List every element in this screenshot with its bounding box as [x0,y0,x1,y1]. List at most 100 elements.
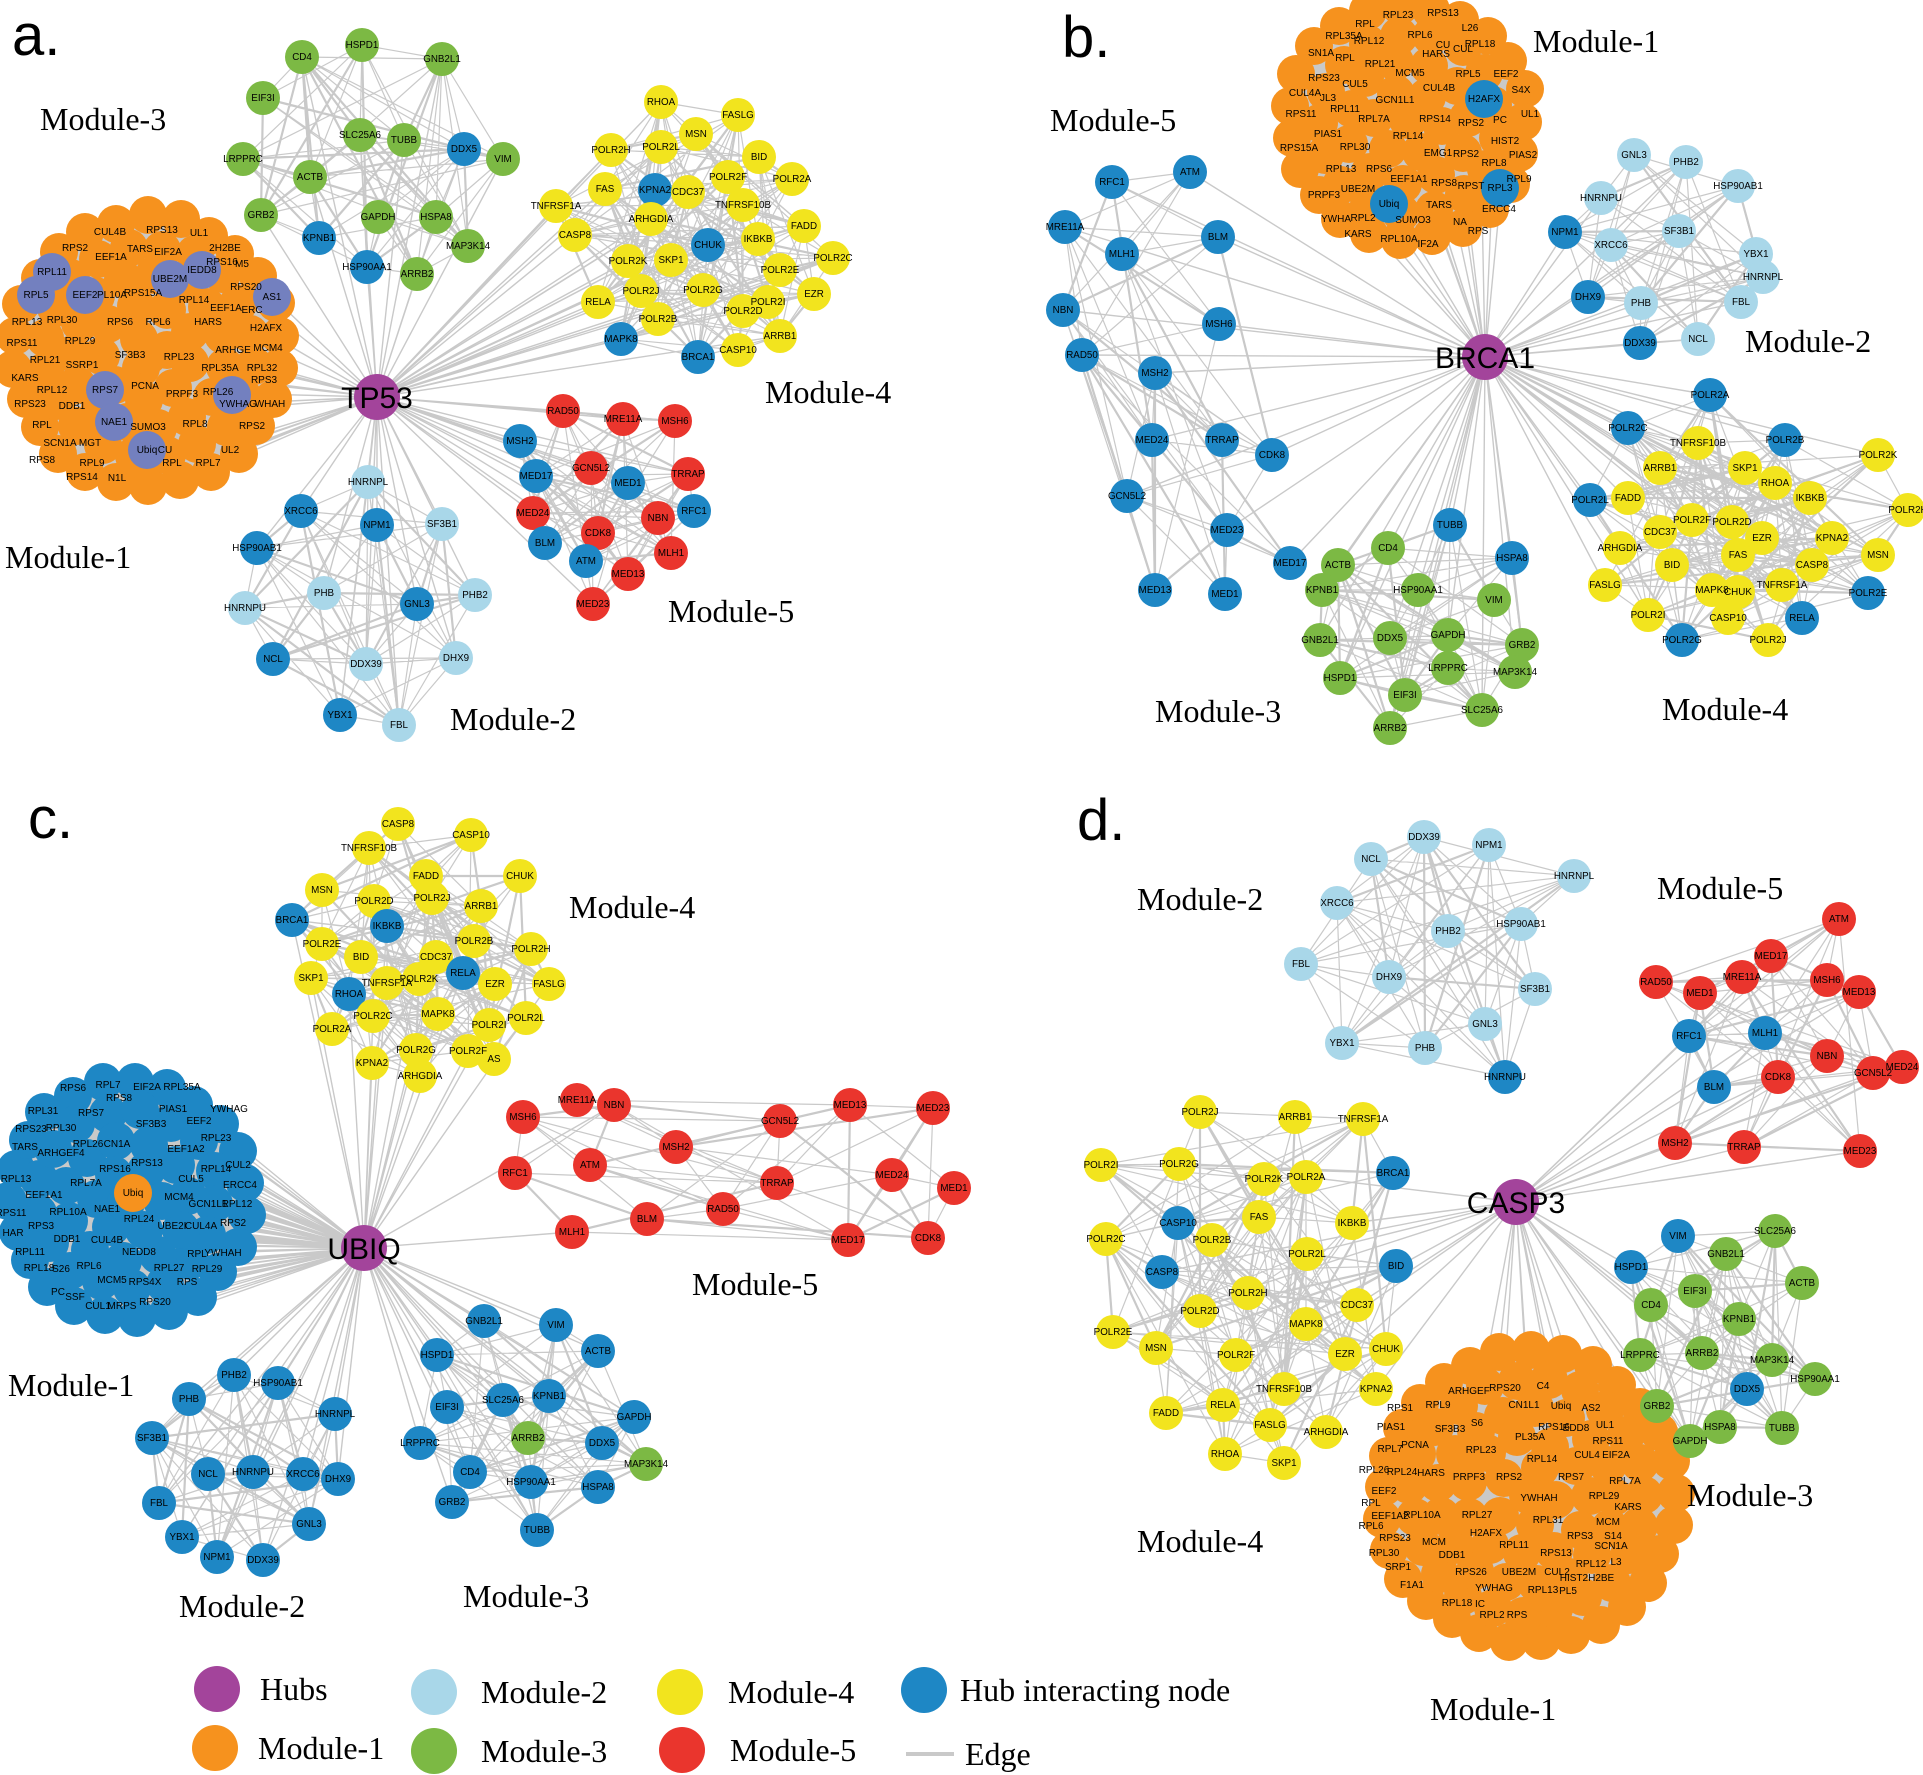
svg-text:HSPA8: HSPA8 [420,212,452,223]
svg-text:RPS3: RPS3 [28,1221,55,1232]
svg-text:CUL4B: CUL4B [94,227,127,238]
svg-text:EZR: EZR [485,979,505,990]
svg-text:CD4: CD4 [1378,543,1398,554]
svg-text:RPS13: RPS13 [131,1158,163,1169]
svg-text:UBE2M: UBE2M [1502,1567,1536,1578]
svg-text:MED13: MED13 [1843,987,1876,998]
svg-text:ERCC4: ERCC4 [1482,204,1516,215]
svg-text:NCL: NCL [198,1469,218,1480]
svg-text:UL1: UL1 [190,228,209,239]
svg-text:MSN: MSN [1145,1343,1167,1354]
svg-text:KPNA2: KPNA2 [1816,533,1848,544]
svg-text:RELA: RELA [1210,1400,1236,1411]
svg-text:DDB1: DDB1 [54,1234,81,1245]
svg-text:Module-3: Module-3 [1155,693,1281,729]
svg-text:RHOA: RHOA [335,989,364,1000]
svg-text:POLR2G: POLR2G [683,285,723,296]
svg-text:Module-5: Module-5 [692,1266,818,1302]
svg-text:CUL4: CUL4 [1574,1450,1600,1461]
svg-text:BLM: BLM [1704,1082,1724,1093]
svg-text:GNL3: GNL3 [1472,1019,1498,1030]
svg-text:TNFRSF1A: TNFRSF1A [531,201,582,212]
svg-text:CUL2: CUL2 [1544,1567,1570,1578]
svg-text:Module-2: Module-2 [1137,881,1263,917]
svg-text:PRPF3: PRPF3 [1453,1472,1486,1483]
svg-text:CUL2: CUL2 [225,1160,251,1171]
svg-text:RPL14: RPL14 [201,1164,232,1175]
svg-text:MED24: MED24 [876,1170,909,1181]
svg-text:TUBB: TUBB [1769,1423,1796,1434]
svg-text:H2AFX: H2AFX [1470,1528,1503,1539]
svg-text:RPS11: RPS11 [1286,109,1317,120]
svg-text:PHB2: PHB2 [221,1370,247,1381]
svg-text:TRRAP: TRRAP [671,469,705,480]
svg-text:RPL32: RPL32 [247,363,278,374]
svg-text:POLR2J: POLR2J [413,893,450,904]
svg-text:POLR2I: POLR2I [1631,610,1666,621]
svg-text:IF2A: IF2A [1417,239,1438,250]
svg-text:RPL7A: RPL7A [1358,114,1390,125]
svg-text:S6: S6 [1471,1418,1484,1429]
svg-text:UL1: UL1 [1596,1420,1615,1431]
svg-text:KPNA2: KPNA2 [1360,1384,1392,1395]
svg-text:EEF1A: EEF1A [210,303,242,314]
svg-text:RPS: RPS [1468,226,1489,237]
svg-text:PCNA: PCNA [1401,1440,1429,1451]
svg-text:MCM: MCM [1596,1517,1620,1528]
svg-text:HSPA8: HSPA8 [1704,1422,1736,1433]
svg-text:CDK8: CDK8 [1259,450,1286,461]
svg-text:L3: L3 [1610,1557,1622,1568]
svg-text:MRE11A: MRE11A [1046,222,1085,233]
svg-text:Module-2: Module-2 [481,1674,607,1710]
svg-text:MAPK8: MAPK8 [421,1009,455,1020]
svg-text:YBX1: YBX1 [1743,249,1768,260]
svg-text:KARS: KARS [1344,229,1372,240]
svg-text:GCN1L1: GCN1L1 [1376,95,1415,106]
svg-text:RPL11: RPL11 [15,1247,45,1258]
svg-text:BRCA1: BRCA1 [1435,342,1535,375]
svg-text:TRRAP: TRRAP [760,1178,794,1189]
svg-text:MSH2: MSH2 [506,436,533,447]
svg-text:KPNA2: KPNA2 [356,1058,388,1069]
svg-text:HSPD1: HSPD1 [421,1350,454,1361]
svg-text:CASP10: CASP10 [1709,613,1747,624]
svg-text:RFC1: RFC1 [681,506,707,517]
svg-text:POLR2B: POLR2B [639,314,678,325]
svg-text:CUL4A: CUL4A [1289,88,1322,99]
svg-text:FBL: FBL [1292,959,1311,970]
svg-text:CUL: CUL [1453,44,1473,55]
svg-text:RFC1: RFC1 [1676,1031,1702,1042]
svg-text:EIF3I: EIF3I [435,1402,458,1413]
svg-text:SKP1: SKP1 [1732,463,1757,474]
svg-text:S4X: S4X [1512,85,1531,96]
svg-text:ERCC4: ERCC4 [223,1180,257,1191]
svg-text:RPS: RPS [177,1277,198,1288]
svg-text:MGT: MGT [79,438,101,449]
svg-text:SF3B1: SF3B1 [1664,226,1694,237]
svg-text:RELA: RELA [585,297,611,308]
svg-text:EIF2A: EIF2A [1602,1450,1630,1461]
svg-text:Module-1: Module-1 [5,539,131,575]
svg-text:BLM: BLM [535,538,555,549]
svg-text:MSH6: MSH6 [1813,975,1841,986]
svg-text:POLR2B: POLR2B [1193,1235,1232,1246]
svg-text:IKBKB: IKBKB [1796,493,1825,504]
svg-text:ARRB2: ARRB2 [512,1433,545,1444]
svg-text:MED24: MED24 [517,508,550,519]
svg-text:DHX9: DHX9 [1376,972,1402,983]
svg-text:LRPPRC: LRPPRC [400,1438,440,1449]
svg-text:HSP90AB1: HSP90AB1 [253,1378,303,1389]
svg-text:RPL24: RPL24 [124,1214,155,1225]
svg-text:POLR2K: POLR2K [1245,1174,1284,1185]
svg-text:DHX9: DHX9 [325,1474,351,1485]
svg-text:EEF2: EEF2 [1371,1486,1396,1497]
svg-text:HNRNPL: HNRNPL [315,1409,356,1420]
svg-text:RPL6: RPL6 [1358,1521,1383,1532]
svg-text:CASP3: CASP3 [1467,1187,1565,1220]
svg-text:GRB2: GRB2 [248,210,275,221]
svg-text:RPL29: RPL29 [1589,1491,1620,1502]
svg-text:POLR2B: POLR2B [455,936,494,947]
svg-text:DDX5: DDX5 [451,144,478,155]
svg-text:RPL30: RPL30 [46,1123,77,1134]
svg-text:ARRB1: ARRB1 [764,331,797,342]
